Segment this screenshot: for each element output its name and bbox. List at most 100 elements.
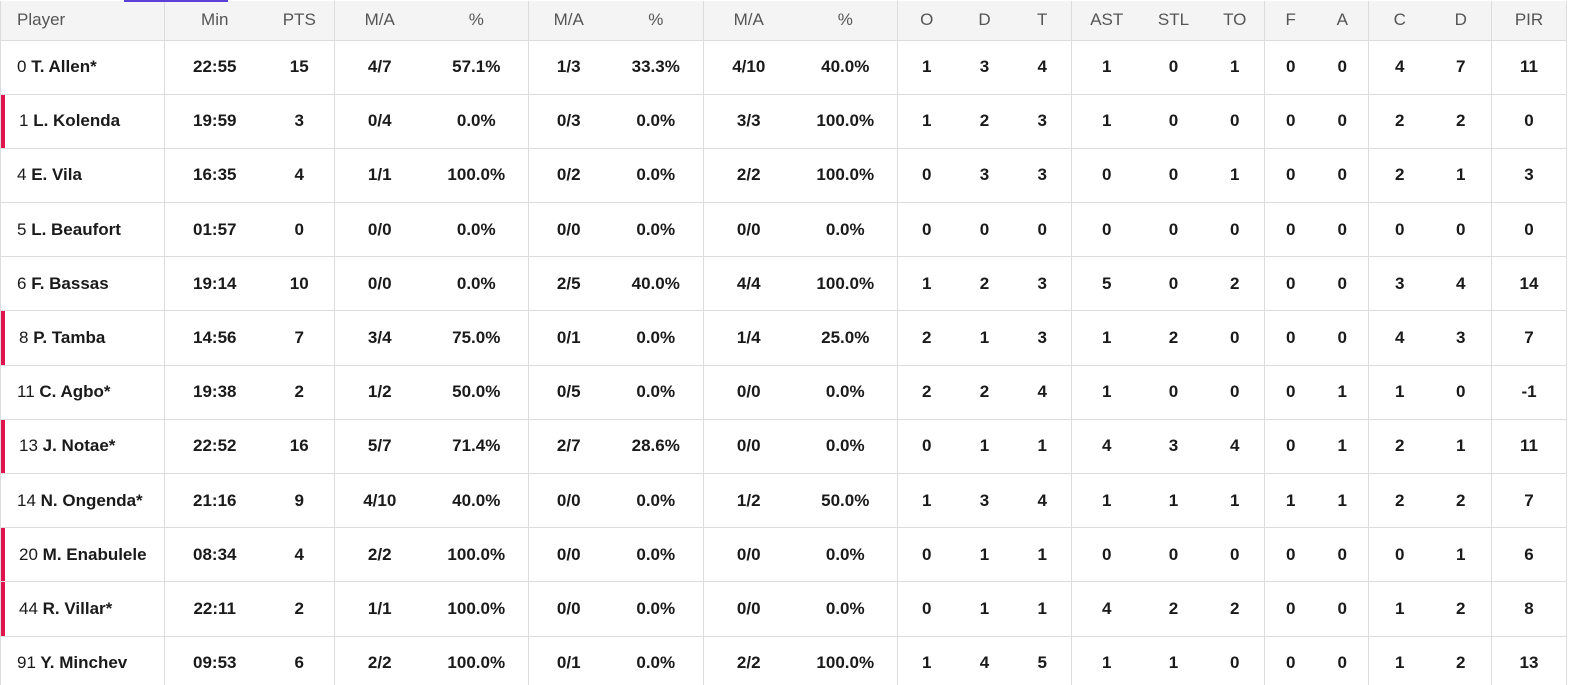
- stat-cell: 15: [264, 40, 335, 95]
- stat-cell: 100.0%: [793, 148, 898, 204]
- stat-cell: 0: [1141, 202, 1206, 258]
- stat-cell: 4: [1013, 473, 1072, 529]
- tab-indicator: [124, 0, 228, 2]
- stat-cell: 2/2: [703, 148, 794, 204]
- stat-cell: 0: [1316, 527, 1369, 583]
- player-number: 44: [19, 598, 38, 618]
- column-header: D: [1430, 1, 1492, 41]
- stat-cell: 4: [1013, 365, 1072, 420]
- stat-cell: 9: [264, 473, 335, 529]
- player-name: L. Kolenda: [33, 111, 121, 131]
- stat-cell: 1/4: [703, 310, 794, 366]
- stat-cell: 0.0%: [608, 473, 704, 529]
- stat-cell: 0: [1368, 527, 1431, 583]
- stat-cell: 0: [1491, 202, 1567, 258]
- player-row: 13 J. Notae* 22:52 16 5/7 71.4% 2/7 28.6% 0/0 0.…: [0, 419, 1567, 475]
- stat-cell: 2: [1205, 581, 1265, 637]
- column-header: %: [793, 1, 898, 41]
- stat-cell: 0: [1316, 148, 1369, 204]
- player-number: 5: [17, 219, 27, 239]
- player-number: 20: [19, 544, 38, 564]
- stat-cell: 7: [1491, 473, 1567, 529]
- stat-cell: 1/2: [703, 473, 794, 529]
- stat-cell: 0.0%: [608, 310, 704, 366]
- stat-cell: 40.0%: [793, 40, 898, 95]
- stat-cell: 0: [1205, 636, 1265, 685]
- stat-cell: 0.0%: [608, 581, 704, 637]
- column-header: TO: [1205, 1, 1265, 41]
- stat-cell: 1: [897, 636, 956, 685]
- player-cell: 6 F. Bassas: [0, 256, 165, 312]
- stat-cell: 5: [1071, 256, 1142, 312]
- stat-cell: 0/0: [703, 581, 794, 637]
- stat-cell: 3: [1013, 94, 1072, 149]
- column-header: A: [1316, 1, 1369, 41]
- stat-cell: 50.0%: [793, 473, 898, 529]
- stat-cell: 1/1: [334, 581, 425, 637]
- stat-cell: 1: [1430, 148, 1492, 204]
- stat-cell: 1: [1071, 636, 1142, 685]
- stat-cell: 25.0%: [793, 310, 898, 366]
- player-row: 5 L. Beaufort 01:57 0 0/0 0.0% 0/0 0.0% 0/0 0.0%…: [0, 202, 1567, 258]
- column-header: M/A: [334, 1, 425, 41]
- stat-cell: 0: [1316, 202, 1369, 258]
- stat-cell: 3: [955, 473, 1014, 529]
- stat-cell: 21:16: [164, 473, 265, 529]
- stat-cell: 0/0: [528, 581, 609, 637]
- stat-cell: 0/0: [703, 365, 794, 420]
- stat-cell: 0.0%: [608, 202, 704, 258]
- stat-cell: 0: [1141, 94, 1206, 149]
- stat-cell: 0: [1205, 310, 1265, 366]
- stat-cell: 3: [1491, 148, 1567, 204]
- stat-cell: 2/5: [528, 256, 609, 312]
- stat-cell: 33.3%: [608, 40, 704, 95]
- player-name: E. Vila: [31, 165, 82, 185]
- player-name: F. Bassas: [31, 273, 109, 293]
- stat-cell: 0: [1368, 202, 1431, 258]
- stat-cell: 0: [1071, 202, 1142, 258]
- stat-cell: 0: [1264, 636, 1317, 685]
- stat-cell: 1: [1013, 581, 1072, 637]
- stat-cell: 1: [1316, 473, 1369, 529]
- stat-cell: 4: [264, 148, 335, 204]
- stat-cell: 1: [1316, 419, 1369, 475]
- stat-cell: 100.0%: [793, 636, 898, 685]
- column-header: T: [1013, 1, 1072, 41]
- stat-cell: 0: [1316, 40, 1369, 95]
- stat-cell: 1: [955, 527, 1014, 583]
- stat-cell: 01:57: [164, 202, 265, 258]
- stat-cell: 0.0%: [424, 94, 529, 149]
- player-name: Y. Minchev: [40, 653, 128, 673]
- stat-cell: 19:14: [164, 256, 265, 312]
- player-name: N. Ongenda*: [40, 490, 143, 510]
- stat-cell: 0: [1205, 94, 1265, 149]
- stat-cell: 100.0%: [424, 636, 529, 685]
- stat-cell: 0: [1264, 148, 1317, 204]
- stat-cell: 3: [1013, 256, 1072, 312]
- stat-cell: 1: [955, 419, 1014, 475]
- stat-cell: 4: [955, 636, 1014, 685]
- stat-cell: 0.0%: [608, 148, 704, 204]
- stat-cell: 5: [1013, 636, 1072, 685]
- stat-cell: 4: [1071, 419, 1142, 475]
- stat-cell: 22:55: [164, 40, 265, 95]
- player-cell: 20 M. Enabulele: [0, 527, 165, 583]
- stat-cell: 0: [1316, 94, 1369, 149]
- stat-cell: 3: [1013, 310, 1072, 366]
- stat-cell: 10: [264, 256, 335, 312]
- column-header: PTS: [264, 1, 335, 41]
- stat-cell: 2: [1368, 148, 1431, 204]
- stat-cell: 1: [897, 256, 956, 312]
- column-header: C: [1368, 1, 1431, 41]
- stat-cell: 0: [1316, 310, 1369, 366]
- stat-cell: 7: [1430, 40, 1492, 95]
- column-header: PIR: [1491, 1, 1567, 41]
- stat-cell: 1: [1430, 527, 1492, 583]
- stat-cell: 0: [1264, 527, 1317, 583]
- stat-cell: 0: [1141, 148, 1206, 204]
- stat-cell: 2: [897, 310, 956, 366]
- stat-cell: 3: [955, 148, 1014, 204]
- stat-cell: 4: [1071, 581, 1142, 637]
- stat-cell: 4/10: [334, 473, 425, 529]
